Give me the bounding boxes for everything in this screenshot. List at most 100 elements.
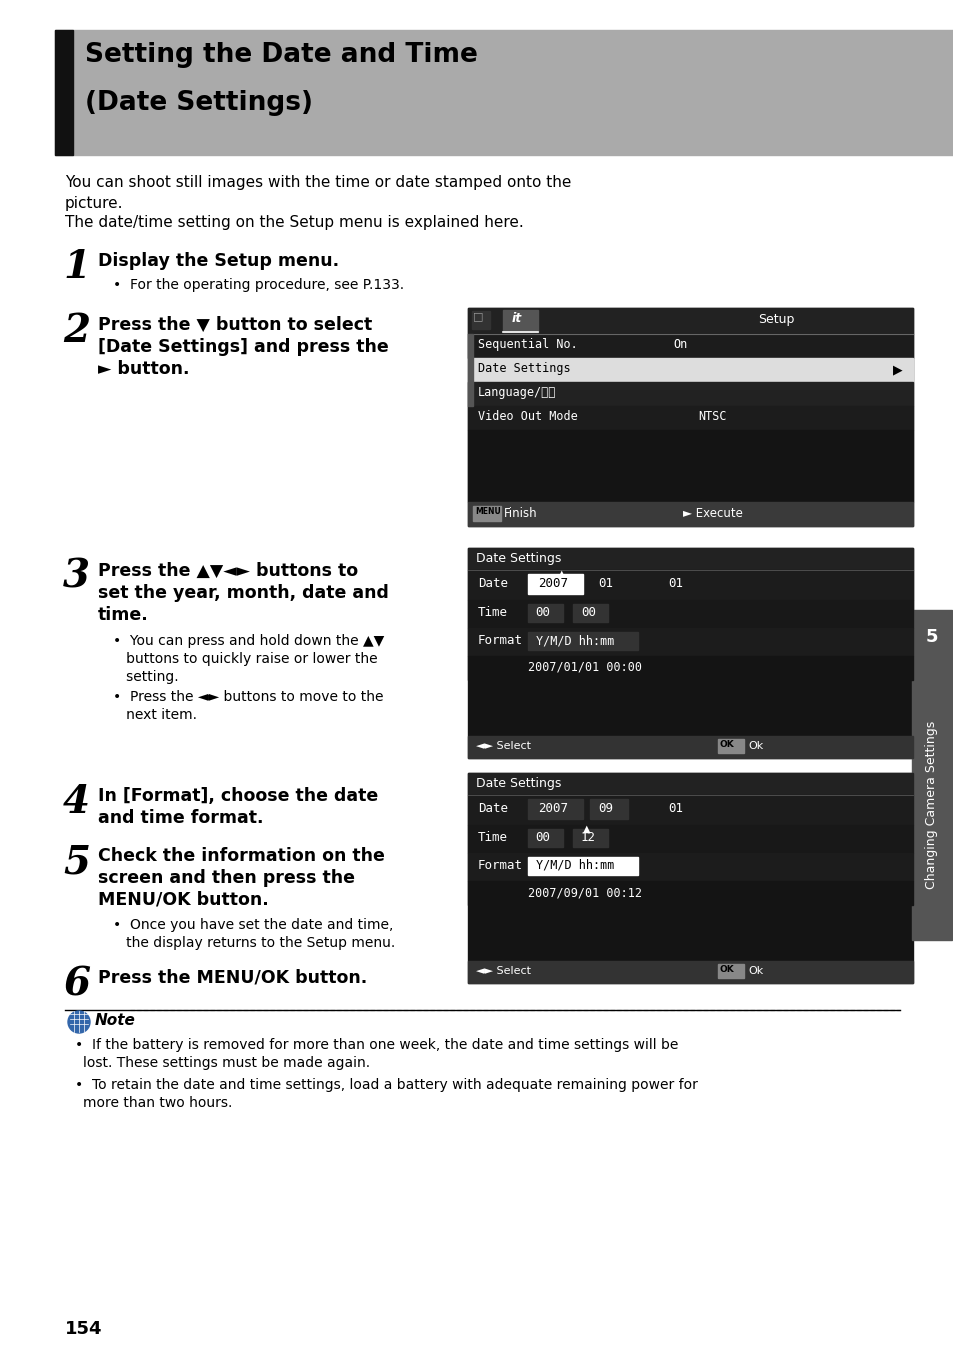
Text: Setup: Setup xyxy=(758,313,794,326)
Text: •  You can press and hold down the ▲▼: • You can press and hold down the ▲▼ xyxy=(112,634,384,648)
Text: Note: Note xyxy=(95,1013,135,1028)
Bar xyxy=(718,739,743,753)
Bar xyxy=(468,773,912,794)
Text: Time: Time xyxy=(477,831,507,844)
Text: Date: Date xyxy=(477,577,507,590)
Text: Video Out Mode: Video Out Mode xyxy=(477,409,578,423)
Bar xyxy=(468,881,912,905)
Text: ▲: ▲ xyxy=(582,824,590,834)
Bar xyxy=(468,628,912,657)
Bar xyxy=(468,358,473,382)
Text: Check the information on the: Check the information on the xyxy=(98,847,384,865)
Bar xyxy=(468,549,912,570)
Bar xyxy=(468,600,912,628)
Text: You can shoot still images with the time or date stamped onto the
picture.: You can shoot still images with the time… xyxy=(65,176,571,211)
Bar xyxy=(527,798,582,819)
Bar xyxy=(573,604,607,621)
Text: ► Execute: ► Execute xyxy=(682,507,742,520)
Bar xyxy=(468,549,912,758)
Text: next item.: next item. xyxy=(112,708,196,721)
Text: 154: 154 xyxy=(65,1320,102,1337)
Text: 00: 00 xyxy=(580,607,596,619)
Bar xyxy=(468,852,912,881)
Text: Format: Format xyxy=(477,859,522,871)
Text: Date Settings: Date Settings xyxy=(476,777,560,790)
Bar xyxy=(589,798,627,819)
Bar xyxy=(472,311,490,330)
Text: 3: 3 xyxy=(63,558,90,596)
Text: buttons to quickly raise or lower the: buttons to quickly raise or lower the xyxy=(112,653,377,666)
Bar xyxy=(468,334,912,358)
Text: The date/time setting on the Setup menu is explained here.: The date/time setting on the Setup menu … xyxy=(65,215,523,230)
Bar xyxy=(468,407,912,430)
Text: Ok: Ok xyxy=(747,740,762,751)
Bar xyxy=(502,309,537,332)
Text: (Date Settings): (Date Settings) xyxy=(85,91,313,116)
Text: 00: 00 xyxy=(535,831,550,844)
Text: Press the ▼ button to select: Press the ▼ button to select xyxy=(98,316,372,334)
Text: On: On xyxy=(672,338,686,351)
Text: Changing Camera Settings: Changing Camera Settings xyxy=(924,721,938,889)
Text: Format: Format xyxy=(477,634,522,647)
Text: •  For the operating procedure, see P.133.: • For the operating procedure, see P.133… xyxy=(112,278,404,292)
Text: setting.: setting. xyxy=(112,670,178,684)
Text: more than two hours.: more than two hours. xyxy=(83,1096,233,1111)
Text: •  Press the ◄► buttons to move to the: • Press the ◄► buttons to move to the xyxy=(112,690,383,704)
Bar xyxy=(468,308,912,526)
Bar xyxy=(468,430,912,503)
Bar xyxy=(55,30,73,155)
Text: 01: 01 xyxy=(598,577,613,590)
Text: •  If the battery is removed for more than one week, the date and time settings : • If the battery is removed for more tha… xyxy=(75,1038,678,1052)
Bar xyxy=(468,570,912,600)
Text: 2007: 2007 xyxy=(537,577,567,590)
Bar xyxy=(573,830,607,847)
Text: 2: 2 xyxy=(63,312,90,350)
Text: lost. These settings must be made again.: lost. These settings must be made again. xyxy=(83,1056,370,1070)
Text: 01: 01 xyxy=(667,802,682,815)
Text: MENU/OK button.: MENU/OK button. xyxy=(98,892,269,909)
Text: [Date Settings] and press the: [Date Settings] and press the xyxy=(98,338,388,357)
Bar xyxy=(527,604,562,621)
Text: 5: 5 xyxy=(924,628,937,646)
Text: 5: 5 xyxy=(63,843,90,881)
Text: and time format.: and time format. xyxy=(98,809,263,827)
Text: Y/M/D hh:mm: Y/M/D hh:mm xyxy=(536,859,614,871)
Bar xyxy=(468,825,912,852)
Text: •  To retain the date and time settings, load a battery with adequate remaining : • To retain the date and time settings, … xyxy=(75,1078,698,1092)
Text: 12: 12 xyxy=(580,831,596,844)
Text: ▶: ▶ xyxy=(892,363,902,376)
Bar xyxy=(527,574,582,594)
Text: 1: 1 xyxy=(63,249,90,286)
Bar xyxy=(911,611,951,940)
Text: Setting the Date and Time: Setting the Date and Time xyxy=(85,42,477,68)
Bar xyxy=(468,382,912,407)
Text: it: it xyxy=(512,312,521,326)
Bar xyxy=(468,773,912,984)
Text: Display the Setup menu.: Display the Setup menu. xyxy=(98,253,338,270)
Text: NTSC: NTSC xyxy=(698,409,726,423)
Bar xyxy=(468,736,912,758)
Bar xyxy=(55,30,953,155)
Text: ► button.: ► button. xyxy=(98,359,190,378)
Text: Press the ▲▼◄► buttons to: Press the ▲▼◄► buttons to xyxy=(98,562,357,580)
Text: OK: OK xyxy=(720,740,734,748)
Text: 01: 01 xyxy=(667,577,682,590)
Text: set the year, month, date and: set the year, month, date and xyxy=(98,584,389,603)
Text: Date Settings: Date Settings xyxy=(476,553,560,565)
Bar xyxy=(468,382,473,407)
Bar xyxy=(527,632,638,650)
Text: Date Settings: Date Settings xyxy=(477,362,570,376)
Text: ●: ● xyxy=(71,1012,89,1031)
Text: ◄► Select: ◄► Select xyxy=(476,966,531,975)
Text: ◄► Select: ◄► Select xyxy=(476,740,531,751)
Bar xyxy=(468,308,912,334)
Text: ▲: ▲ xyxy=(558,569,565,580)
Text: 2007: 2007 xyxy=(537,802,567,815)
Text: 2007/01/01 00:00: 2007/01/01 00:00 xyxy=(527,661,641,674)
Text: Finish: Finish xyxy=(503,507,537,520)
Text: OK: OK xyxy=(720,965,734,974)
Text: Ok: Ok xyxy=(747,966,762,975)
Bar xyxy=(527,857,638,875)
Text: •  Once you have set the date and time,: • Once you have set the date and time, xyxy=(112,917,393,932)
Circle shape xyxy=(68,1011,90,1034)
